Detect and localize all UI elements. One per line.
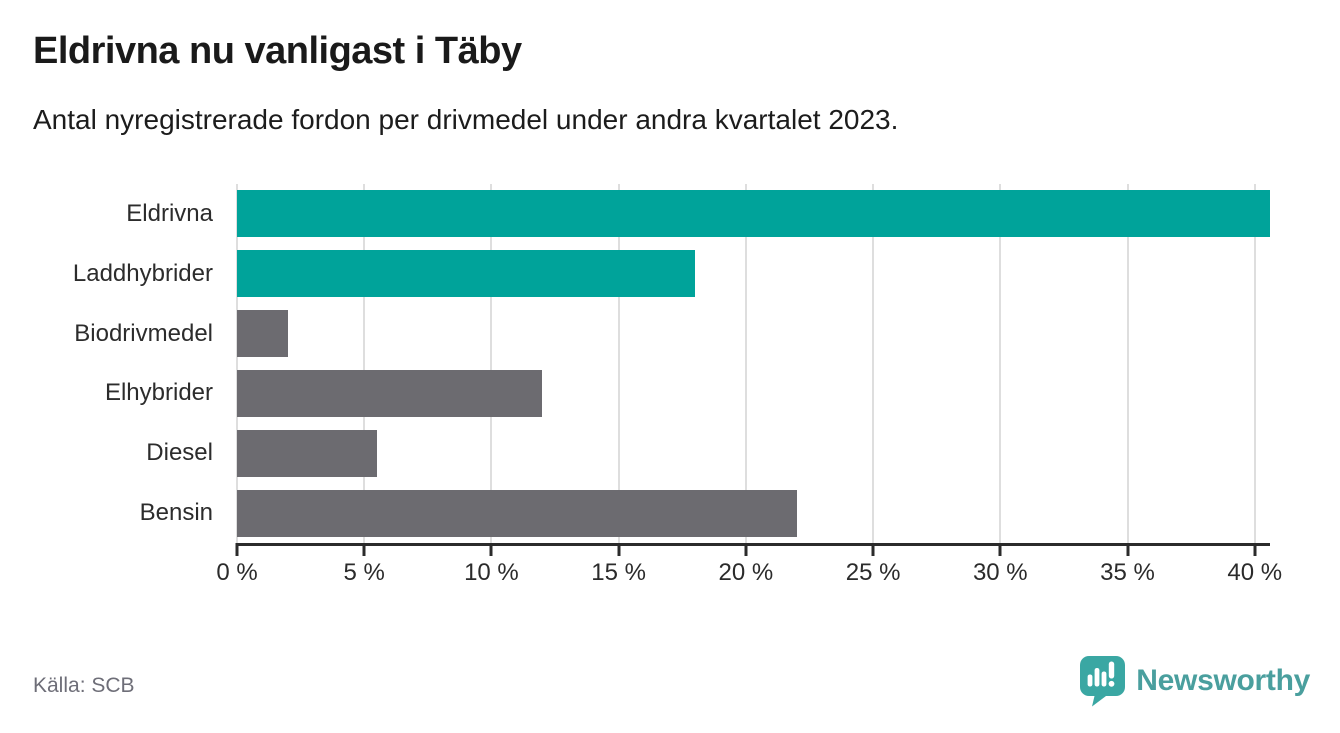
category-label: Elhybrider	[104, 379, 213, 407]
newsworthy-wordmark: Newsworthy	[1136, 664, 1310, 697]
x-axis-tick-label: 20 %	[718, 559, 774, 586]
category-label: Eldrivna	[126, 199, 213, 227]
x-axis-tick	[1126, 543, 1130, 556]
x-axis-tick	[489, 543, 493, 556]
category-axis-labels: Eldrivna Laddhybrider Biodrivmedel Elhybrid…	[0, 184, 213, 543]
bar-diesel	[237, 429, 377, 477]
x-axis-tick-label: 5 %	[343, 559, 385, 586]
bar-elhybrider	[237, 369, 543, 417]
x-axis-tick	[998, 543, 1002, 556]
x-axis-tick	[617, 543, 621, 556]
gridline	[999, 184, 1002, 543]
x-axis-line	[237, 543, 1270, 546]
gridline	[236, 184, 238, 543]
category-label: Laddhybrider	[72, 259, 213, 287]
plot-area	[236, 184, 1270, 543]
bar-eldrivna	[237, 190, 1270, 238]
gridline	[872, 184, 875, 543]
gridline	[617, 184, 620, 543]
category-label: Bensin	[139, 499, 213, 527]
gridline	[744, 184, 747, 543]
x-axis: 0 % 5 % 10 % 15 % 20 % 25 % 30 % 35 % 40 %	[216, 543, 1282, 593]
x-axis-tick-label: 40 %	[1227, 559, 1283, 586]
chart-subtitle: Antal nyregistrerade fordon per drivmede…	[33, 104, 899, 135]
x-axis-tick	[1253, 543, 1257, 556]
gridline	[1253, 184, 1256, 543]
bar-laddhybrider	[237, 250, 695, 298]
x-axis-tick-label: 10 %	[464, 559, 519, 586]
x-axis-tick-label: 0 %	[216, 559, 258, 586]
chart-title: Eldrivna nu vanligast i Täby	[33, 30, 522, 72]
x-axis-tick-label: 30 %	[972, 559, 1028, 586]
x-axis-tick	[235, 543, 239, 556]
bar-bensin	[237, 489, 797, 537]
newsworthy-logo: Newsworthy	[1079, 655, 1310, 707]
x-axis-tick-label: 25 %	[845, 559, 901, 586]
newsworthy-logo-icon	[1080, 656, 1126, 707]
source-label: Källa: SCB	[33, 674, 135, 697]
category-label: Biodrivmedel	[74, 319, 213, 347]
gridline	[363, 184, 366, 543]
x-axis-tick	[362, 543, 366, 556]
category-label: Diesel	[146, 439, 213, 467]
x-axis-tick	[871, 543, 875, 556]
bar-biodrivmedel	[237, 310, 288, 358]
gridline	[1126, 184, 1129, 543]
x-axis-tick	[744, 543, 748, 556]
x-axis-tick-label: 15 %	[591, 559, 646, 586]
gridline	[490, 184, 493, 543]
x-axis-tick-label: 35 %	[1100, 559, 1155, 586]
